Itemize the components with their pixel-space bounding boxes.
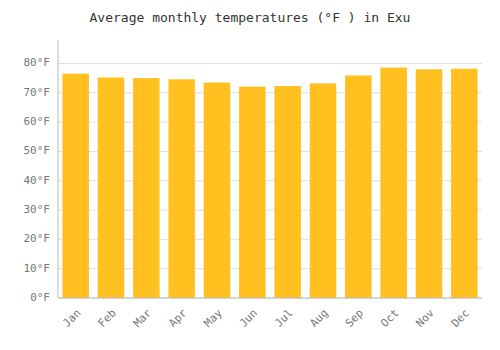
bar xyxy=(416,69,443,298)
bar xyxy=(451,69,478,298)
bar xyxy=(62,74,89,298)
x-tick-label: Apr xyxy=(166,306,190,330)
title: Average monthly temperatures (°F ) in Ex… xyxy=(90,10,411,25)
x-tick-labels: Jan Feb Mar Apr May Jun Jul Aug Sep Oct Nov Dec xyxy=(60,306,472,330)
x-tick-label: Feb xyxy=(96,307,119,330)
y-tick-label: 60°F xyxy=(24,115,51,128)
grid-line xyxy=(58,298,482,299)
bar xyxy=(133,78,160,298)
x-tick-label: Dec xyxy=(449,307,472,330)
y-tick-labels: 0°F 10°F 20°F 30°F 40°F 50°F 60°F 70°F 80°F xyxy=(24,56,51,304)
chart: 0°F 10°F 20°F 30°F 40°F 50°F 60°F 70°F 80°F Jan Fe… xyxy=(0,0,500,350)
bars xyxy=(62,68,477,298)
y-tick-label: 10°F xyxy=(24,262,51,275)
y-tick-label: 80°F xyxy=(24,56,51,69)
grid-line xyxy=(58,63,482,64)
x-tick-label: Aug xyxy=(308,307,331,330)
x-tick-label: Jan xyxy=(60,307,83,330)
y-axis-line xyxy=(58,40,59,298)
x-tick-label: May xyxy=(202,306,226,330)
y-tick-label: 70°F xyxy=(24,86,51,99)
bar xyxy=(204,83,231,298)
y-tick-label: 50°F xyxy=(24,144,51,157)
chart-container: 0°F 10°F 20°F 30°F 40°F 50°F 60°F 70°F 80°F Jan Fe… xyxy=(0,0,500,350)
y-tick-label: 40°F xyxy=(24,174,51,187)
x-tick-label: Mar xyxy=(131,306,155,330)
x-tick-label: Oct xyxy=(378,307,401,330)
y-grid xyxy=(58,63,482,298)
x-axis-line xyxy=(58,298,482,299)
x-tick-label: Nov xyxy=(414,306,438,330)
bar xyxy=(274,86,301,298)
bar xyxy=(239,87,265,298)
y-tick-label: 20°F xyxy=(24,232,51,245)
x-tick-label: Jul xyxy=(272,307,295,330)
bar xyxy=(380,68,407,298)
x-tick-label: Jun xyxy=(237,307,260,330)
bar xyxy=(98,78,125,298)
y-tick-label: 0°F xyxy=(30,291,50,304)
y-tick-label: 30°F xyxy=(24,203,51,216)
bar xyxy=(310,83,337,298)
bar xyxy=(345,75,372,298)
x-tick-label: Sep xyxy=(343,307,366,330)
bar xyxy=(168,79,195,298)
